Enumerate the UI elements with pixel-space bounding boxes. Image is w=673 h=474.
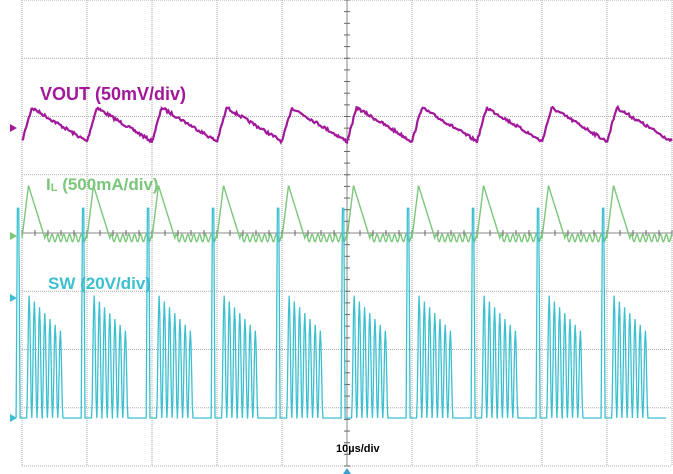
- timebase-label: 10µs/div: [336, 443, 381, 455]
- il-label-main: I: [46, 175, 51, 194]
- sw-trigger-marker: [10, 294, 17, 302]
- il-trace: [21, 185, 673, 243]
- sw-trace: [15, 207, 667, 419]
- il-ground-marker: [10, 232, 17, 240]
- vout-label: VOUT (50mV/div): [40, 84, 186, 104]
- il-label: IL (500mA/div): [46, 175, 159, 194]
- il-label-rest: (500mA/div): [57, 175, 158, 194]
- trigger-position-marker: [343, 468, 351, 474]
- il-label-subscript: L: [51, 182, 58, 194]
- vout-ground-marker: [10, 124, 17, 132]
- vout-trace: [21, 104, 673, 145]
- traces: [10, 104, 673, 474]
- sw-label: SW (20V/div): [48, 274, 151, 293]
- sw-ground-marker: [10, 414, 17, 422]
